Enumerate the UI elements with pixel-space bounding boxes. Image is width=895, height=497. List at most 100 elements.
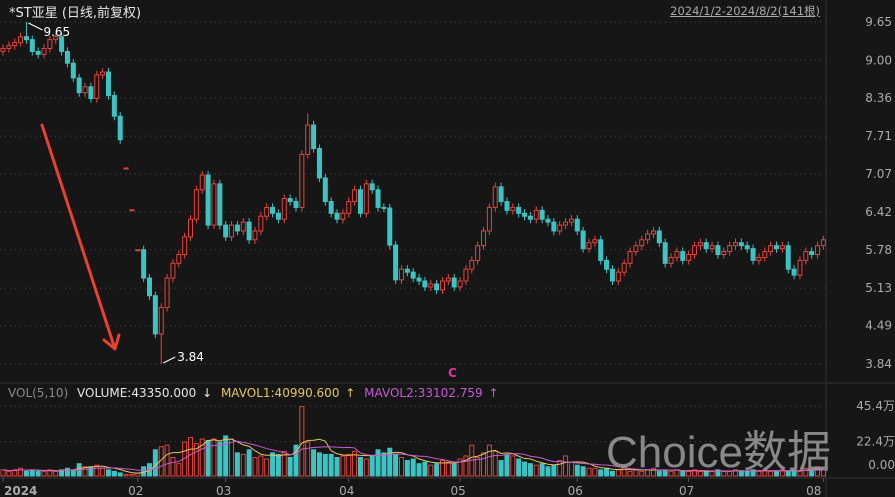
- volume-bar-up: [445, 461, 451, 477]
- candle-down: [270, 206, 276, 214]
- candle-up: [264, 206, 270, 217]
- candle-up: [820, 239, 826, 247]
- volume-bar-down: [551, 464, 557, 477]
- candle-down: [117, 115, 123, 141]
- volume-bar-down: [105, 469, 111, 477]
- candle-down: [147, 277, 152, 297]
- candle-down: [234, 224, 240, 232]
- volume-bar-up: [463, 455, 469, 477]
- volume-bar-up: [668, 470, 674, 477]
- candle-up: [615, 271, 621, 282]
- volume-bar-up: [510, 455, 516, 477]
- chart-title: *ST亚星 (日线,前复权): [9, 6, 142, 21]
- candle-up: [12, 42, 18, 47]
- candle-down: [205, 174, 211, 226]
- volume-bar-down: [328, 453, 334, 477]
- candle-down: [369, 183, 375, 191]
- candle-down: [141, 249, 147, 279]
- candle-up: [586, 242, 592, 250]
- volume-bar-up: [12, 469, 18, 477]
- candle-down: [410, 271, 416, 279]
- candle-down: [791, 268, 797, 276]
- candle-up: [557, 224, 563, 232]
- high-marker-label: 9.65: [43, 25, 70, 39]
- candle-down: [422, 280, 428, 288]
- volume-bar-up: [199, 438, 205, 477]
- candle-up: [193, 189, 199, 220]
- volume-bar-up: [457, 458, 463, 477]
- candle-down: [598, 239, 604, 261]
- volume-bar-up: [815, 466, 821, 477]
- candle-down: [293, 201, 299, 208]
- volume-bar-up: [779, 469, 785, 477]
- candle-up: [721, 251, 727, 256]
- candle-up: [627, 251, 633, 264]
- candle-down: [88, 86, 94, 100]
- candle-up: [182, 236, 188, 256]
- volume-bar-down: [598, 469, 604, 477]
- volume-bar-up: [803, 467, 809, 477]
- vol-indicator-name[interactable]: VOL(5,10): [8, 386, 69, 400]
- candle-up: [252, 230, 258, 241]
- candle-down: [316, 148, 322, 179]
- candle-down: [59, 36, 65, 52]
- candle-down: [539, 209, 545, 220]
- volume-bar-up: [568, 461, 574, 477]
- volume-bar-up: [0, 469, 6, 477]
- candle-down: [527, 215, 533, 220]
- volume-bar-down: [680, 470, 686, 477]
- volume-bar-up: [258, 455, 264, 477]
- candle-up: [363, 183, 369, 214]
- price-tick-label: 3.84: [865, 357, 892, 371]
- candle-down: [545, 218, 551, 223]
- red-down-arrow-icon: [40, 123, 116, 348]
- volume-bar-up: [768, 470, 774, 477]
- candle-up: [158, 306, 164, 335]
- volume-bar-up: [100, 467, 106, 477]
- red-arrowhead-icon: [102, 333, 121, 351]
- volume-bar-up: [639, 470, 645, 477]
- volume-bar-up: [129, 473, 135, 477]
- candle-up: [398, 268, 404, 281]
- candle-down: [703, 242, 709, 250]
- candle-down: [381, 206, 387, 209]
- price-tick-label: 6.42: [865, 205, 892, 219]
- candle-up: [510, 206, 516, 211]
- candle-up: [674, 251, 680, 258]
- candle-down: [223, 224, 229, 238]
- volume-bar-down: [287, 456, 293, 477]
- volume-bar-down: [223, 435, 229, 477]
- volume-bar-up: [170, 456, 176, 477]
- volume-tick-label: 0.00: [868, 458, 895, 472]
- candle-up: [346, 201, 352, 214]
- candle-down: [152, 295, 158, 335]
- candle-down: [64, 50, 70, 64]
- volume-bar-up: [346, 453, 352, 477]
- time-axis-label: 02: [128, 484, 143, 497]
- candle-down: [662, 242, 668, 264]
- candle-down: [217, 183, 223, 226]
- date-range-link[interactable]: 2024/1/2-2024/8/2(141根): [670, 4, 820, 18]
- candle-up: [240, 221, 246, 232]
- volume-bar-down: [545, 466, 551, 477]
- volume-bar-up: [533, 464, 539, 477]
- time-axis-label: 04: [339, 484, 354, 497]
- candle-up: [668, 256, 674, 264]
- candle-up: [100, 71, 106, 76]
- volume-bar-down: [656, 470, 662, 477]
- volume-bar-down: [522, 461, 528, 477]
- volume-bar-up: [686, 470, 692, 477]
- candle-up: [691, 245, 697, 256]
- volume-bar-down: [270, 452, 276, 477]
- volume-bar-down: [29, 469, 35, 477]
- candle-down: [328, 201, 334, 214]
- volume-bar-down: [316, 452, 322, 477]
- volume-bar-down: [23, 470, 29, 477]
- event-marker-icon[interactable]: C: [448, 366, 457, 380]
- candle-up: [779, 245, 785, 250]
- low-marker-label: 3.84: [177, 350, 204, 364]
- volume-bar-up: [6, 470, 12, 477]
- price-tick-label: 8.36: [865, 91, 892, 105]
- volume-bar-down: [381, 452, 387, 477]
- volume-bar-down: [527, 463, 533, 477]
